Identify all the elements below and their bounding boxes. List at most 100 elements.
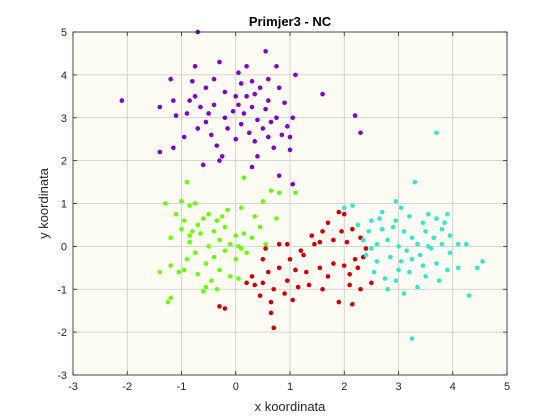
data-point: [276, 85, 282, 91]
data-point: [426, 211, 431, 217]
data-point: [238, 205, 244, 211]
data-point: [200, 162, 206, 168]
data-point: [244, 250, 249, 256]
data-point: [303, 269, 309, 275]
data-point: [385, 237, 390, 243]
data-point: [181, 267, 187, 273]
data-point: [306, 282, 312, 288]
data-point: [274, 64, 279, 69]
data-point: [260, 280, 266, 286]
data-point: [195, 271, 201, 277]
y-tick-label: 2: [61, 156, 67, 168]
data-point: [217, 304, 222, 309]
data-point: [466, 293, 472, 298]
data-point: [298, 248, 304, 253]
data-point: [341, 263, 347, 268]
data-point: [398, 205, 404, 211]
series-2: [157, 175, 298, 305]
data-point: [181, 134, 187, 140]
data-point: [192, 250, 198, 256]
data-point: [171, 98, 176, 103]
data-point: [230, 109, 236, 114]
data-point: [249, 274, 255, 279]
data-point: [423, 274, 428, 279]
x-axis-label: x koordinata: [255, 399, 327, 414]
data-point: [276, 173, 282, 178]
data-point: [442, 220, 447, 226]
data-point: [274, 216, 279, 221]
data-point: [369, 246, 374, 251]
data-point: [238, 121, 244, 127]
x-tick-label: 1: [287, 381, 293, 393]
data-point: [293, 190, 298, 196]
data-point: [363, 252, 369, 258]
data-point: [236, 70, 241, 76]
data-point: [287, 256, 293, 262]
data-point: [211, 229, 217, 234]
data-point: [195, 126, 201, 131]
data-point: [268, 119, 274, 125]
data-point: [341, 211, 347, 217]
data-point: [263, 241, 268, 247]
data-point: [282, 100, 287, 106]
data-point: [355, 265, 361, 271]
data-point: [157, 269, 163, 275]
data-point: [244, 280, 249, 286]
data-point: [358, 286, 363, 292]
data-point: [247, 130, 252, 136]
data-point: [249, 235, 255, 241]
data-point: [415, 284, 420, 290]
data-point: [393, 278, 399, 283]
data-point: [257, 85, 263, 91]
data-point: [352, 113, 358, 118]
data-point: [409, 256, 415, 262]
data-point: [276, 190, 282, 196]
data-point: [293, 267, 298, 273]
data-point: [260, 126, 266, 131]
data-point: [157, 149, 163, 155]
data-point: [274, 115, 279, 121]
data-point: [360, 237, 366, 243]
data-point: [320, 229, 325, 234]
data-point: [225, 207, 230, 213]
data-point: [409, 235, 415, 241]
data-point: [187, 239, 192, 245]
data-point: [287, 147, 293, 153]
data-point: [396, 267, 401, 273]
data-point: [290, 297, 296, 303]
data-point: [401, 229, 407, 234]
data-point: [350, 301, 355, 307]
data-point: [171, 145, 176, 151]
data-point: [436, 278, 442, 283]
data-point: [279, 132, 285, 138]
data-point: [398, 259, 404, 264]
data-point: [168, 235, 173, 241]
data-point: [260, 199, 266, 204]
data-point: [190, 79, 195, 84]
data-point: [179, 199, 184, 204]
data-point: [255, 154, 260, 159]
data-point: [434, 261, 439, 266]
data-point: [192, 201, 198, 206]
data-point: [217, 237, 222, 243]
data-point: [282, 291, 287, 296]
data-point: [347, 282, 352, 288]
data-point: [407, 269, 412, 275]
data-point: [222, 306, 228, 311]
data-point: [214, 218, 220, 223]
data-point: [252, 91, 258, 97]
data-point: [266, 98, 271, 103]
data-point: [200, 216, 206, 221]
data-point: [366, 229, 371, 234]
x-tick-label: -1: [177, 381, 187, 393]
data-point: [184, 179, 190, 185]
x-tick-label: -2: [122, 381, 132, 393]
data-point: [184, 256, 190, 262]
data-point: [187, 203, 192, 208]
data-point: [290, 181, 296, 187]
data-point: [320, 286, 325, 292]
data-point: [222, 89, 228, 95]
data-point: [236, 276, 241, 281]
data-point: [423, 229, 428, 234]
